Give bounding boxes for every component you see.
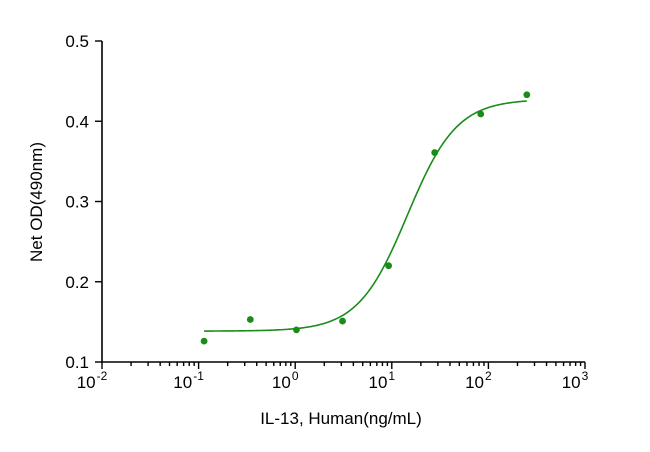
x-tick-label: 103 [562,369,589,392]
y-axis-ticks: 0.1 0.2 0.3 0.4 0.5 [65,32,102,372]
fit-curve [204,100,527,332]
x-tick-label: 100 [272,369,299,392]
data-point [523,91,531,99]
x-tick-base: 10 [562,373,581,392]
y-tick-label: 0.5 [65,32,89,51]
x-tick-exponent: -2 [97,369,108,383]
x-axis-title: IL-13, Human(ng/mL) [260,409,422,428]
data-point [200,337,208,345]
data-point [477,110,485,118]
y-tick-label: 0.2 [65,273,89,292]
x-tick-label: 10-1 [173,369,204,392]
x-tick-base: 10 [173,373,192,392]
x-tick-label: 10-2 [77,369,108,392]
x-tick-label: 101 [368,369,395,392]
y-axis-title: Net OD(490nm) [27,142,46,262]
data-point [431,149,439,156]
y-tick-label: 0.4 [65,112,89,131]
x-tick-base: 10 [368,373,387,392]
y-tick-label: 0.3 [65,193,89,212]
x-axis-ticks: 10-2 10-1 100 101 102 103 [77,362,589,392]
x-tick-exponent: 3 [582,369,589,383]
data-point [339,317,346,325]
fit-curve-layer [204,100,527,332]
x-tick-exponent: -1 [193,369,204,383]
data-point [246,316,254,323]
x-tick-exponent: 1 [388,369,395,383]
axes [101,41,585,363]
x-tick-base: 10 [272,373,291,392]
x-tick-exponent: 2 [485,369,492,383]
x-tick-base: 10 [77,373,96,392]
data-points-layer [200,91,531,345]
x-tick-label: 102 [465,369,492,392]
data-point [293,326,300,334]
y-tick-label: 0.1 [65,353,89,372]
x-tick-base: 10 [465,373,484,392]
data-point [385,262,392,270]
x-tick-exponent: 0 [292,369,299,383]
